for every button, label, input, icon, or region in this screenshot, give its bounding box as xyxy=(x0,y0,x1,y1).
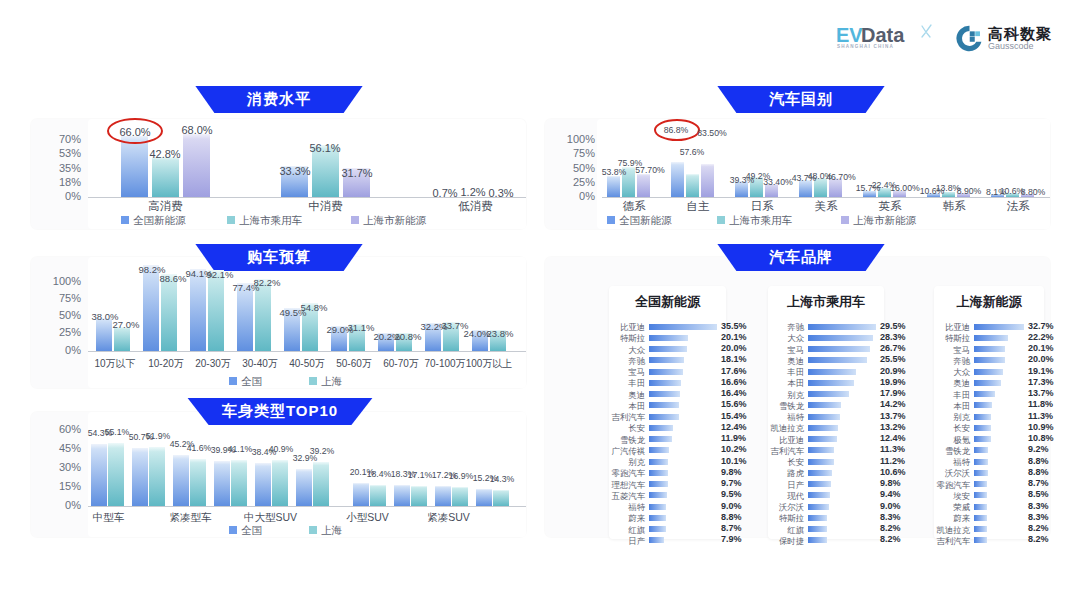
svg-text:EV: EV xyxy=(836,24,863,46)
svg-text:Data: Data xyxy=(861,24,905,46)
